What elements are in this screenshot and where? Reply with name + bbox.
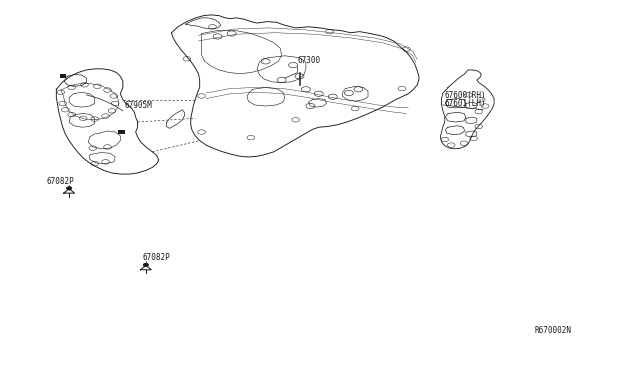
Circle shape — [143, 263, 148, 266]
Text: 67600(RH): 67600(RH) — [445, 92, 486, 100]
Bar — [118, 130, 125, 134]
Text: 67082P: 67082P — [142, 253, 170, 262]
Bar — [60, 74, 66, 78]
Text: 67082P: 67082P — [46, 177, 74, 186]
Text: 67905M: 67905M — [125, 101, 152, 110]
Text: 67601(LH): 67601(LH) — [445, 99, 486, 108]
Circle shape — [67, 187, 72, 190]
Text: 67300: 67300 — [298, 56, 321, 65]
Text: R670002N: R670002N — [534, 326, 572, 335]
